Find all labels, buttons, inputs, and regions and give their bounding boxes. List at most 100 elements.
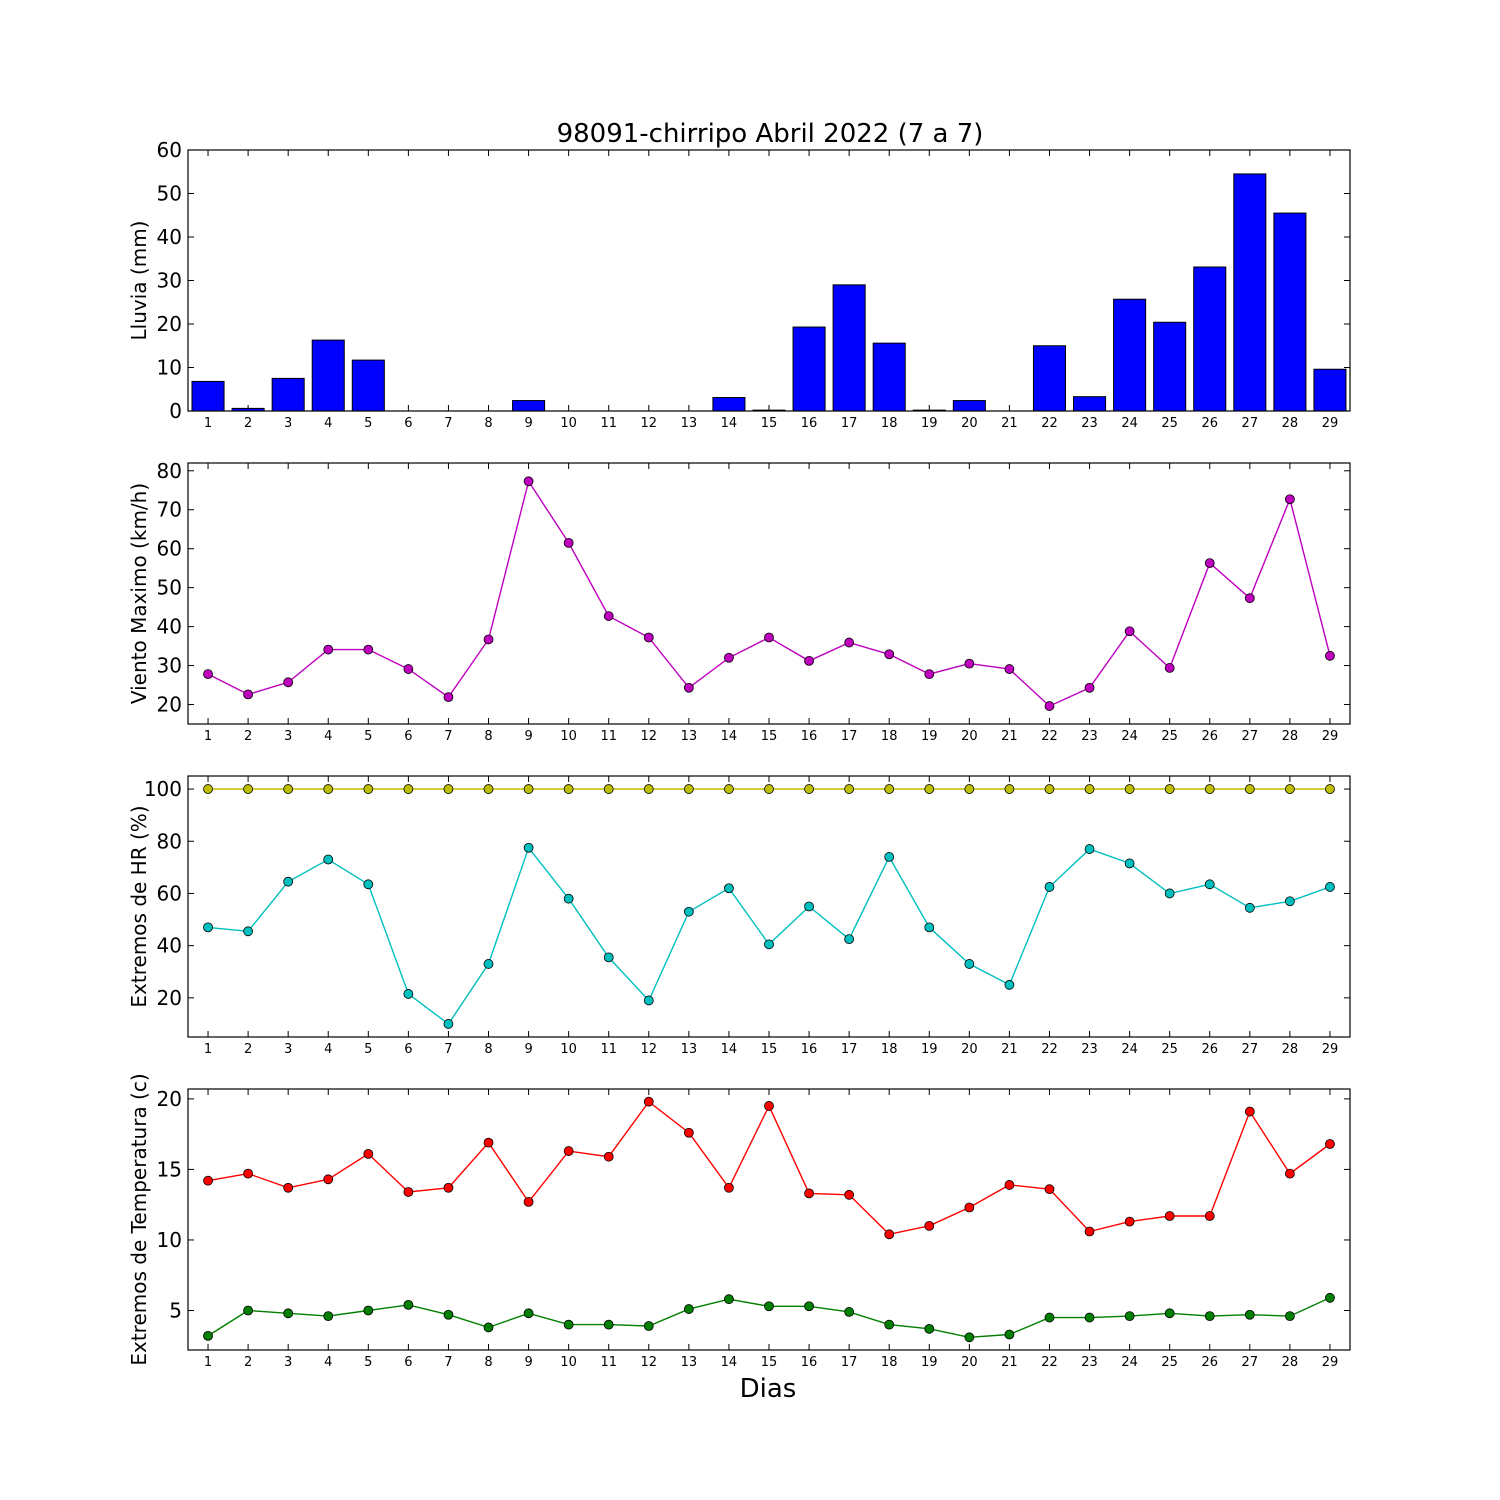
point-temp-1-day-29 [1325,1292,1335,1303]
y-tick-label: 20 [157,1087,182,1111]
point-hr-0-day-23 [1084,784,1095,794]
x-tick-label: 14 [721,729,738,744]
bar-day-18 [872,342,906,412]
point-viento-0-day-29 [1325,650,1335,661]
point-temp-1-day-19 [924,1323,935,1334]
x-tick-label: 26 [1201,1355,1218,1370]
point-viento-0-day-26 [1204,558,1215,569]
point-temp-0-day-11 [603,1151,614,1162]
x-tick-label: 10 [560,1355,577,1370]
point-temp-0-day-16 [804,1188,814,1199]
x-tick-label: 19 [921,729,938,744]
y-tick-label: 60 [157,881,182,905]
x-tick-label: 12 [641,1042,658,1057]
point-hr-1-day-5 [363,879,374,890]
x-tick-label: 24 [1121,1042,1138,1057]
x-tick-label: 22 [1041,1042,1058,1057]
x-tick-label: 23 [1081,1042,1098,1057]
x-tick-label: 14 [721,1042,738,1057]
bar-day-4 [311,339,345,412]
y-tick-label: 15 [157,1157,182,1181]
point-hr-1-day-25 [1164,888,1175,899]
x-tick-label: 26 [1201,416,1218,431]
point-viento-0-day-21 [1004,664,1015,674]
point-temp-1-day-21 [1004,1329,1015,1340]
point-temp-0-day-17 [844,1189,855,1200]
x-tick-label: 8 [484,416,492,431]
bar-day-16 [792,326,826,412]
x-tick-label: 18 [881,1042,898,1057]
x-tick-label: 23 [1081,1355,1098,1370]
y-tick-label: 50 [157,576,182,600]
point-temp-1-day-12 [643,1321,654,1331]
point-hr-1-day-19 [924,922,935,933]
point-temp-0-day-4 [323,1174,334,1185]
x-tick-label: 7 [444,729,452,744]
x-tick-label: 16 [801,729,818,744]
x-tick-label: 8 [484,1355,492,1370]
point-temp-1-day-13 [683,1304,694,1314]
point-temp-1-day-1 [203,1330,213,1341]
y-tick-label: 10 [157,356,182,380]
bar-day-22 [1032,345,1067,412]
x-tick-label: 21 [1001,1355,1018,1370]
x-tick-label: 27 [1242,416,1259,431]
point-temp-0-day-23 [1084,1226,1095,1237]
x-tick-label: 29 [1322,1355,1339,1370]
point-temp-0-day-5 [363,1148,374,1159]
y-tick-label: 80 [157,459,182,483]
x-tick-label: 9 [524,416,532,431]
x-tick-label: 24 [1121,416,1138,431]
x-tick-label: 12 [641,1355,658,1370]
y-tick-label: 50 [157,182,182,206]
point-temp-0-day-3 [283,1182,294,1193]
bar-day-23 [1073,396,1107,412]
point-temp-0-day-20 [964,1202,975,1213]
point-temp-0-day-25 [1164,1211,1175,1221]
x-tick-label: 11 [600,1355,617,1370]
point-viento-0-day-5 [363,644,374,655]
x-tick-label: 28 [1282,416,1299,431]
chart-title: 98091-chirripo Abril 2022 (7 a 7) [557,119,984,149]
series-line-viento-0 [207,479,1331,707]
point-viento-0-day-11 [603,611,614,621]
point-hr-0-day-4 [323,784,334,794]
x-tick-label: 11 [600,729,617,744]
point-temp-1-day-28 [1284,1311,1295,1322]
x-tick-label: 15 [761,1042,778,1057]
bar-day-20 [952,400,986,412]
point-temp-1-day-26 [1204,1311,1215,1322]
point-hr-1-day-28 [1284,896,1295,907]
y-tick-label: 80 [157,829,182,853]
x-tick-label: 28 [1282,1042,1299,1057]
point-hr-1-day-27 [1244,902,1255,913]
x-tick-label: 11 [600,1042,617,1057]
x-tick-label: 25 [1161,416,1178,431]
point-temp-0-day-13 [683,1127,694,1138]
point-viento-0-day-28 [1284,494,1295,505]
axes-frame [187,462,1351,725]
y-tick-label: 60 [157,138,182,162]
y-tick-label: 20 [157,986,182,1010]
bar-day-17 [832,284,866,412]
point-temp-1-day-24 [1124,1311,1135,1322]
x-tick-label: 22 [1041,416,1058,431]
x-tick-label: 15 [761,1355,778,1370]
point-hr-1-day-29 [1325,882,1335,892]
point-temp-1-day-27 [1244,1309,1255,1320]
y-tick-label: 20 [157,312,182,336]
point-temp-1-day-22 [1044,1312,1055,1323]
axes-frame [187,775,1351,1038]
point-temp-1-day-2 [243,1305,254,1316]
bar-day-3 [271,377,305,412]
point-hr-0-day-15 [764,784,774,794]
x-tick-label: 12 [641,416,658,431]
y-axis-label: Extremos de HR (%) [127,805,151,1007]
x-tick-label: 9 [524,1355,532,1370]
point-viento-0-day-1 [203,669,213,680]
point-temp-1-day-20 [964,1332,975,1343]
y-tick-label: 60 [157,537,182,561]
